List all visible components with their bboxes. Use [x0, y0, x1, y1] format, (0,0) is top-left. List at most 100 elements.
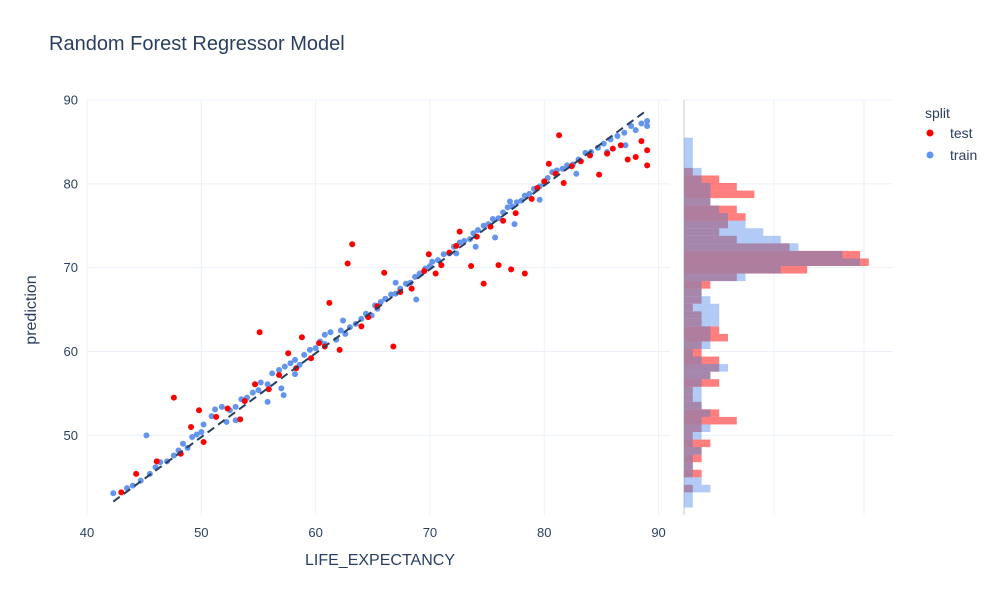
point-train — [340, 317, 347, 324]
point-train — [278, 385, 285, 392]
point-test — [118, 489, 125, 496]
point-test — [528, 195, 535, 202]
point-train — [249, 389, 256, 396]
point-test — [265, 386, 272, 393]
hist-bar — [684, 228, 764, 236]
hist-bar-overlap — [684, 416, 702, 425]
y-tick-label: 90 — [64, 93, 78, 108]
hist-bar — [684, 160, 693, 168]
legend-title: split — [925, 105, 950, 121]
point-train — [628, 122, 635, 129]
point-test — [408, 285, 415, 292]
point-train — [255, 387, 262, 394]
point-train — [638, 120, 645, 127]
point-train — [392, 279, 399, 286]
point-train — [480, 222, 487, 229]
hist-bar-overlap — [684, 364, 720, 372]
point-test — [604, 150, 611, 157]
point-train — [281, 363, 288, 370]
hist-bar — [684, 477, 702, 485]
legend: split test train — [925, 105, 977, 163]
point-train — [536, 196, 543, 203]
hist-bar-overlap — [684, 394, 693, 402]
point-train — [327, 329, 334, 336]
point-test — [188, 423, 195, 430]
hist-bar — [684, 484, 711, 493]
point-train — [212, 406, 219, 413]
point-train — [193, 431, 200, 438]
hist-bar-overlap — [684, 220, 728, 229]
point-test — [456, 228, 463, 235]
y-tick-label: 60 — [64, 344, 78, 359]
point-train — [232, 403, 239, 410]
hist-bar-overlap — [684, 439, 693, 448]
hist-bar-overlap — [684, 205, 720, 214]
point-train — [412, 273, 419, 280]
y-axis-label: prediction — [23, 275, 40, 344]
hist-bar-overlap — [684, 333, 711, 342]
hist-bar-overlap — [684, 167, 693, 176]
point-train — [632, 127, 639, 134]
point-train — [440, 251, 447, 258]
point-train — [337, 327, 344, 334]
legend-item-test[interactable]: test — [926, 125, 973, 141]
point-test — [560, 180, 567, 186]
hist-bar-overlap — [684, 318, 702, 327]
hist-bar-overlap — [684, 424, 702, 432]
point-test — [276, 371, 283, 378]
reference-line — [112, 109, 648, 503]
point-test — [241, 397, 248, 404]
point-test — [153, 458, 160, 465]
point-train — [521, 192, 528, 199]
point-train — [208, 413, 215, 420]
point-train — [472, 243, 479, 250]
point-test — [170, 394, 177, 401]
point-test — [344, 260, 351, 267]
hist-bar-overlap — [684, 341, 702, 349]
point-test — [545, 160, 552, 167]
point-test — [326, 299, 333, 306]
point-test — [336, 346, 343, 353]
hist-bar — [684, 416, 737, 425]
hist-bar-overlap — [684, 250, 843, 259]
point-test — [256, 329, 263, 336]
point-test — [512, 210, 519, 217]
hist-bar — [684, 439, 711, 448]
point-train — [198, 429, 205, 435]
hist-bar-overlap — [684, 386, 693, 395]
chart-title: Random Forest Regressor Model — [49, 33, 345, 55]
point-train — [621, 129, 628, 136]
legend-marker-train — [926, 151, 934, 159]
point-test — [453, 242, 460, 249]
hist-bar-overlap — [684, 462, 693, 470]
hist-bar-overlap — [684, 356, 702, 365]
point-train — [492, 234, 499, 241]
hist-bar-overlap — [684, 469, 693, 478]
point-train — [129, 482, 136, 489]
point-train — [276, 366, 283, 373]
point-test — [425, 251, 432, 258]
hist-bar-overlap — [684, 303, 693, 312]
point-test — [252, 381, 259, 388]
x-tick-label: 40 — [80, 525, 94, 540]
point-train — [614, 133, 621, 140]
point-train — [342, 330, 349, 337]
point-train — [377, 299, 384, 306]
point-train — [292, 371, 299, 378]
hist-bar-overlap — [684, 281, 702, 289]
point-train — [526, 190, 533, 197]
point-test — [487, 223, 494, 230]
point-train — [257, 379, 264, 386]
point-train — [264, 398, 271, 405]
point-test — [316, 340, 323, 347]
point-train — [287, 360, 294, 367]
point-train — [110, 490, 117, 497]
hist-bar-overlap — [684, 379, 702, 387]
hist-bar — [684, 303, 720, 312]
hist-bar-overlap — [684, 296, 702, 304]
legend-item-train[interactable]: train — [926, 147, 978, 163]
x-tick-label: 90 — [651, 525, 665, 540]
point-train — [495, 215, 502, 222]
legend-marker-test — [926, 129, 934, 137]
